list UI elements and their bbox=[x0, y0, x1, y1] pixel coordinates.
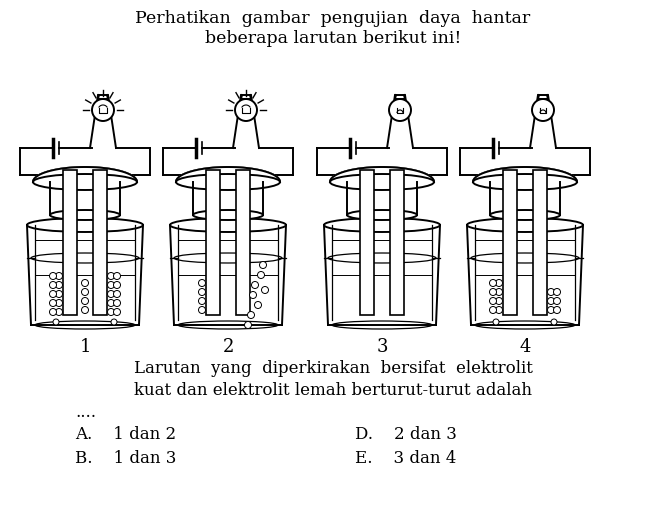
Polygon shape bbox=[473, 167, 577, 182]
Circle shape bbox=[49, 290, 57, 297]
Text: ....: .... bbox=[75, 404, 96, 421]
Text: E.    3 dan 4: E. 3 dan 4 bbox=[355, 450, 456, 467]
Text: B.    1 dan 3: B. 1 dan 3 bbox=[75, 450, 176, 467]
Text: D.    2 dan 3: D. 2 dan 3 bbox=[355, 426, 457, 443]
Circle shape bbox=[553, 306, 561, 313]
Polygon shape bbox=[330, 167, 434, 182]
Circle shape bbox=[198, 288, 206, 295]
Circle shape bbox=[49, 281, 57, 288]
Text: kuat dan elektrolit lemah berturut-turut adalah: kuat dan elektrolit lemah berturut-turut… bbox=[134, 382, 532, 399]
Circle shape bbox=[389, 99, 411, 121]
Circle shape bbox=[107, 309, 115, 315]
Circle shape bbox=[547, 288, 555, 295]
Circle shape bbox=[258, 271, 264, 278]
Circle shape bbox=[55, 272, 63, 279]
Circle shape bbox=[496, 297, 503, 304]
FancyBboxPatch shape bbox=[63, 170, 77, 315]
Circle shape bbox=[493, 319, 499, 325]
Circle shape bbox=[53, 319, 59, 325]
Circle shape bbox=[107, 272, 115, 279]
Circle shape bbox=[198, 279, 206, 287]
Circle shape bbox=[55, 309, 63, 315]
Circle shape bbox=[235, 99, 257, 121]
Text: 4: 4 bbox=[519, 338, 531, 356]
Polygon shape bbox=[176, 167, 280, 182]
Circle shape bbox=[113, 290, 121, 297]
Circle shape bbox=[107, 290, 115, 297]
FancyBboxPatch shape bbox=[390, 170, 404, 315]
Circle shape bbox=[111, 319, 117, 325]
Circle shape bbox=[553, 297, 561, 304]
Circle shape bbox=[254, 302, 262, 309]
Circle shape bbox=[496, 279, 503, 287]
Circle shape bbox=[547, 297, 555, 304]
Circle shape bbox=[92, 99, 114, 121]
Circle shape bbox=[55, 290, 63, 297]
Circle shape bbox=[107, 300, 115, 306]
Circle shape bbox=[252, 281, 258, 288]
Circle shape bbox=[113, 272, 121, 279]
FancyBboxPatch shape bbox=[360, 170, 374, 315]
Text: 3: 3 bbox=[376, 338, 388, 356]
Ellipse shape bbox=[193, 210, 263, 220]
Circle shape bbox=[490, 306, 496, 313]
Circle shape bbox=[532, 99, 554, 121]
Circle shape bbox=[81, 288, 89, 295]
Text: Perhatikan  gambar  pengujian  daya  hantar: Perhatikan gambar pengujian daya hantar bbox=[135, 10, 531, 27]
Ellipse shape bbox=[490, 210, 560, 220]
Circle shape bbox=[250, 292, 256, 298]
Ellipse shape bbox=[33, 174, 137, 190]
FancyBboxPatch shape bbox=[236, 170, 250, 315]
Ellipse shape bbox=[330, 174, 434, 190]
FancyBboxPatch shape bbox=[206, 170, 220, 315]
FancyBboxPatch shape bbox=[93, 170, 107, 315]
Ellipse shape bbox=[176, 174, 280, 190]
Circle shape bbox=[490, 279, 496, 287]
Circle shape bbox=[547, 306, 555, 313]
Circle shape bbox=[198, 306, 206, 313]
Circle shape bbox=[198, 297, 206, 304]
Circle shape bbox=[490, 297, 496, 304]
Circle shape bbox=[107, 281, 115, 288]
Circle shape bbox=[490, 288, 496, 295]
Circle shape bbox=[553, 288, 561, 295]
Ellipse shape bbox=[50, 210, 120, 220]
Circle shape bbox=[496, 306, 503, 313]
Circle shape bbox=[81, 297, 89, 304]
Circle shape bbox=[113, 281, 121, 288]
Text: 2: 2 bbox=[222, 338, 234, 356]
Circle shape bbox=[113, 309, 121, 315]
Circle shape bbox=[55, 300, 63, 306]
Text: Larutan  yang  diperkirakan  bersifat  elektrolit: Larutan yang diperkirakan bersifat elekt… bbox=[134, 360, 532, 377]
Circle shape bbox=[496, 288, 503, 295]
Circle shape bbox=[81, 279, 89, 287]
Text: 1: 1 bbox=[79, 338, 91, 356]
Circle shape bbox=[55, 281, 63, 288]
Ellipse shape bbox=[473, 174, 577, 190]
Text: beberapa larutan berikut ini!: beberapa larutan berikut ini! bbox=[205, 30, 461, 47]
FancyBboxPatch shape bbox=[503, 170, 517, 315]
Circle shape bbox=[49, 309, 57, 315]
Circle shape bbox=[49, 300, 57, 306]
Circle shape bbox=[49, 272, 57, 279]
Polygon shape bbox=[33, 167, 137, 182]
Circle shape bbox=[113, 300, 121, 306]
Circle shape bbox=[81, 306, 89, 313]
Circle shape bbox=[260, 262, 266, 269]
Text: A.    1 dan 2: A. 1 dan 2 bbox=[75, 426, 176, 443]
FancyBboxPatch shape bbox=[533, 170, 547, 315]
Ellipse shape bbox=[347, 210, 417, 220]
Circle shape bbox=[244, 321, 252, 328]
Circle shape bbox=[248, 312, 254, 319]
Circle shape bbox=[551, 319, 557, 325]
Circle shape bbox=[262, 287, 268, 294]
